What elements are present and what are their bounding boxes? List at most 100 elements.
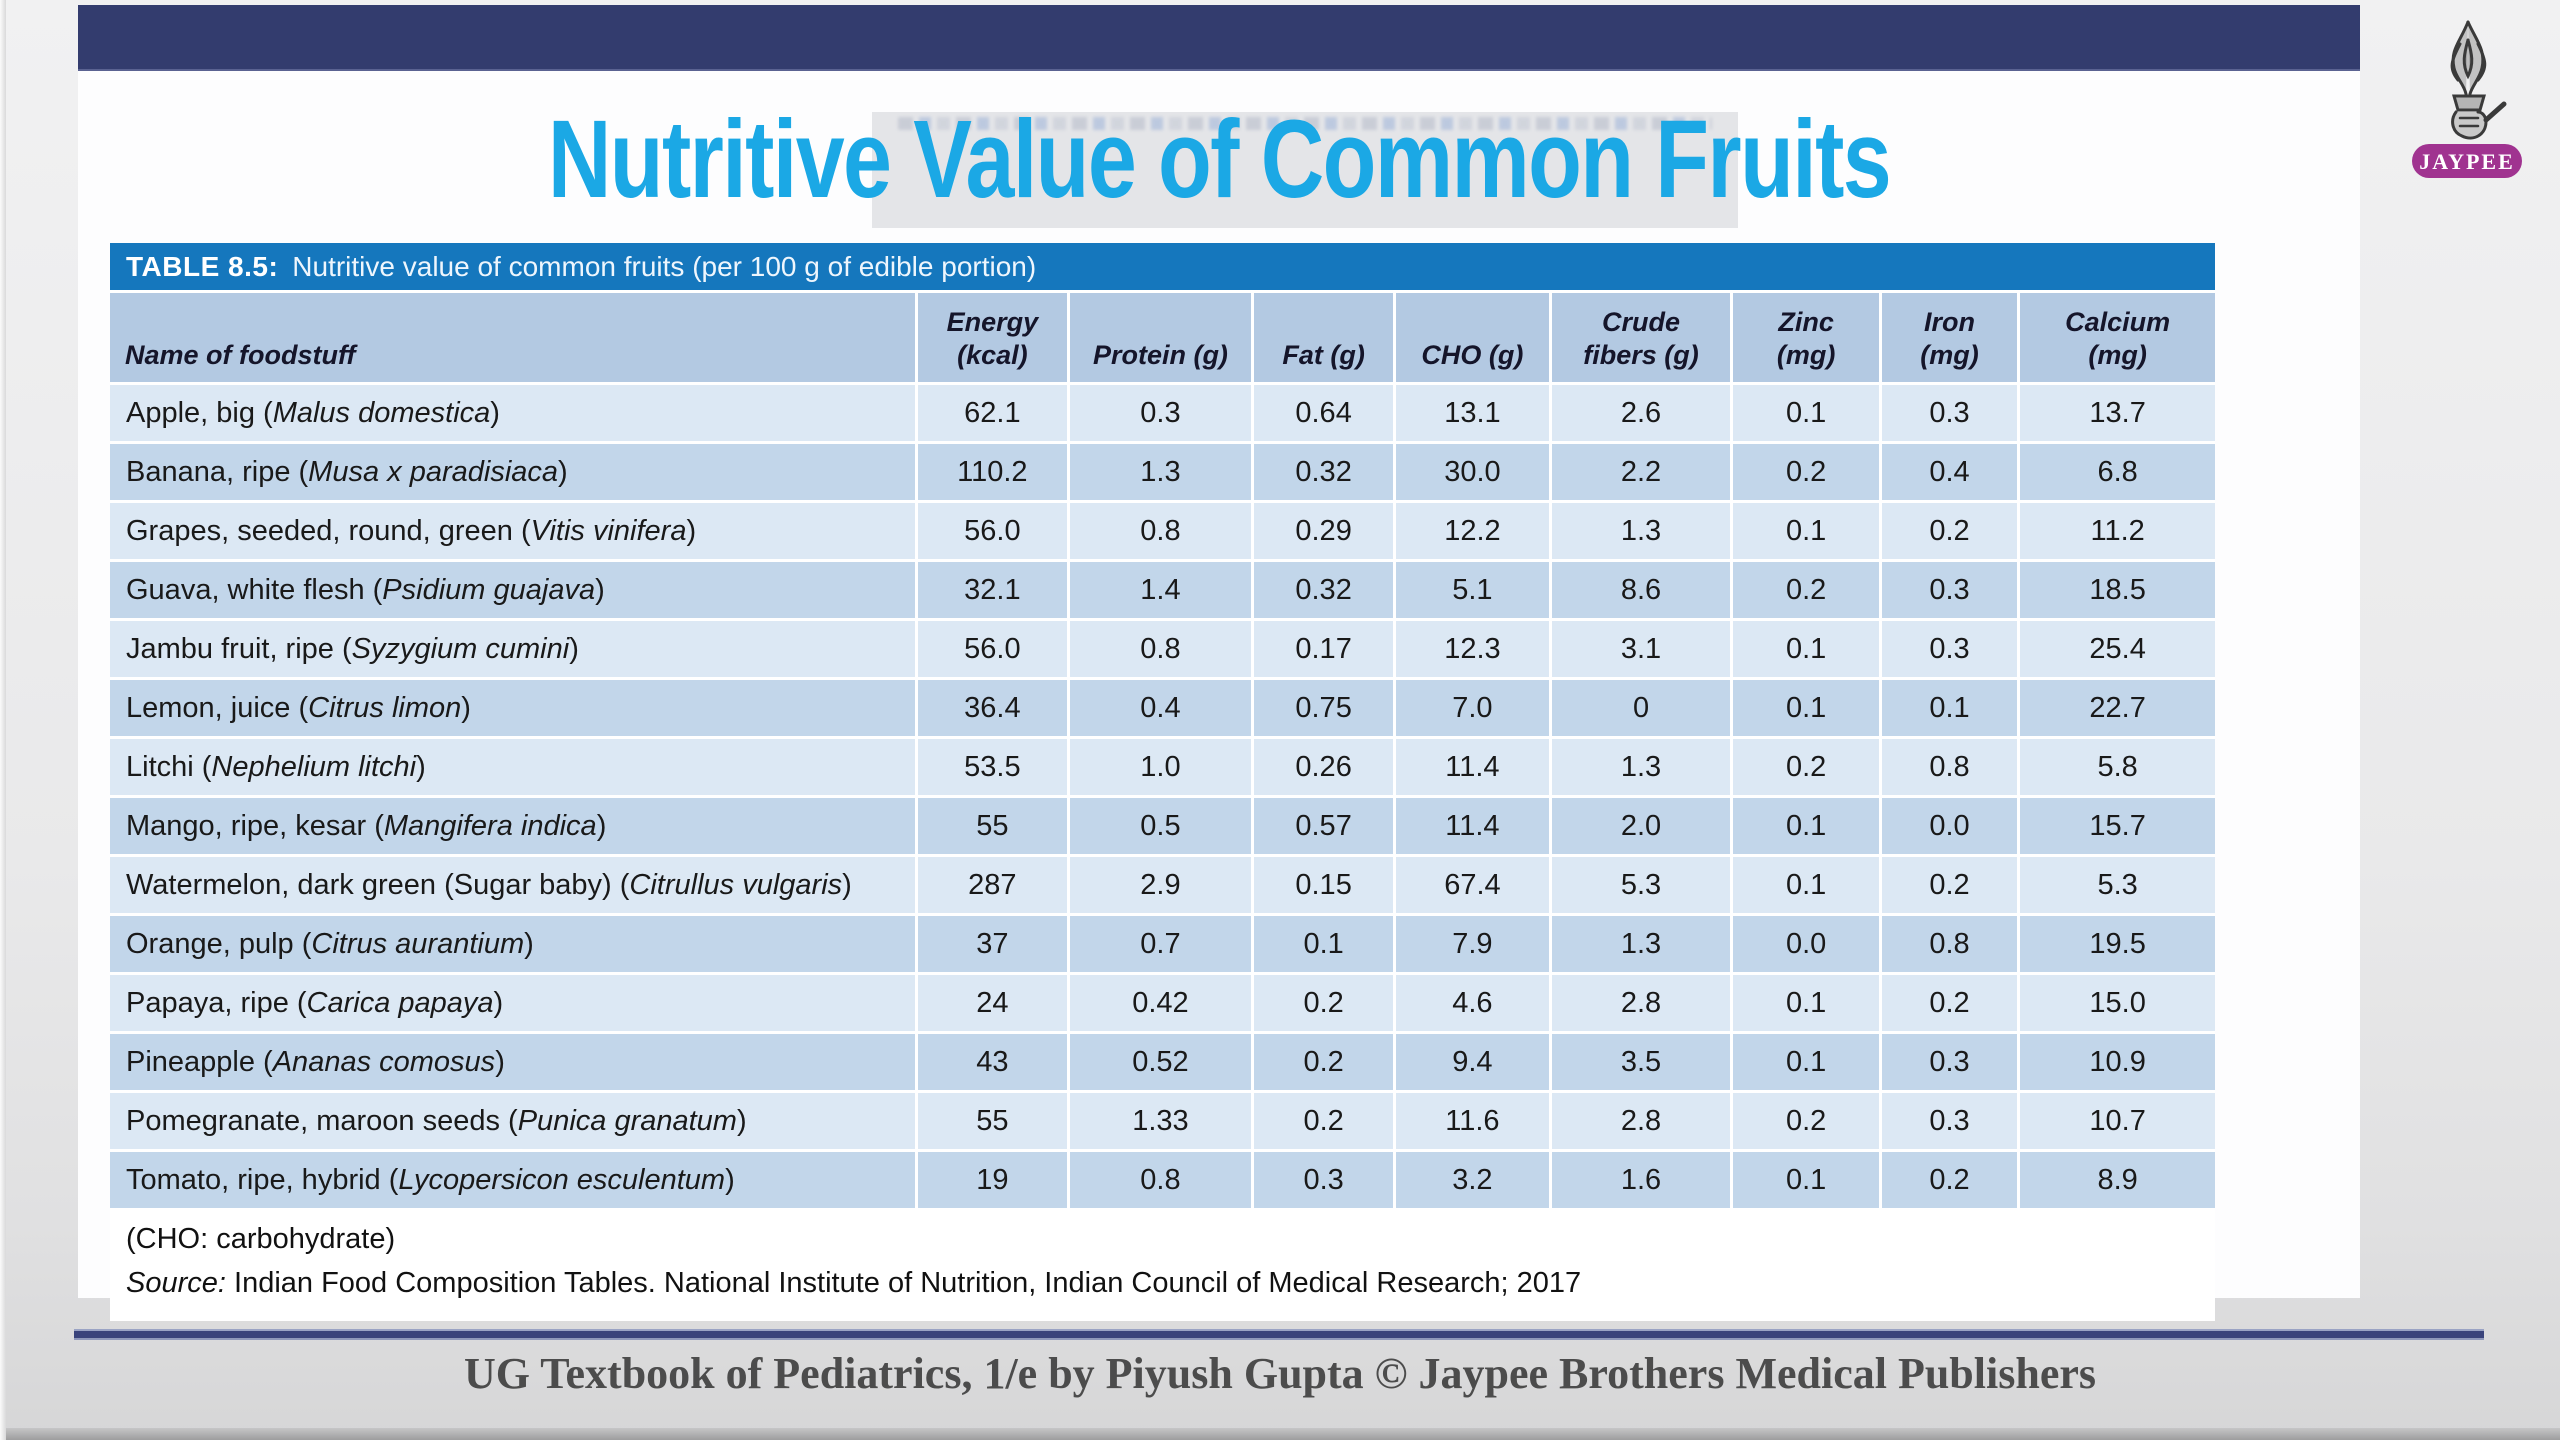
- nutrient-value: 56.0: [917, 503, 1067, 559]
- nutrient-value: 0.4: [1881, 444, 2018, 500]
- column-header-name: Name of foodstuff: [110, 293, 915, 382]
- table-row: Banana, ripe (Musa x paradisiaca) 110.2 1.…: [110, 444, 2215, 500]
- nutrient-value: 0.3: [1253, 1152, 1394, 1208]
- column-header: Zinc (mg): [1733, 293, 1879, 382]
- nutrient-value: 0.2: [1733, 739, 1879, 795]
- table-row: Jambu fruit, ripe (Syzygium cumini) 56.0 0…: [110, 621, 2215, 677]
- nutrient-value: 37: [917, 916, 1067, 972]
- foodstuff-name: Banana, ripe (Musa x paradisiaca): [110, 444, 915, 500]
- nutrient-value: 0.2: [1733, 562, 1879, 618]
- nutrition-table: TABLE 8.5: Nutritive value of common fru…: [110, 243, 2215, 1321]
- source-label: Source:: [126, 1266, 226, 1299]
- nutrient-value: 0.32: [1253, 562, 1394, 618]
- foodstuff-name: Papaya, ripe (Carica papaya): [110, 975, 915, 1031]
- nutrient-value: 0.8: [1881, 739, 2018, 795]
- nutrient-value: 1.6: [1551, 1152, 1731, 1208]
- nutrient-value: 110.2: [917, 444, 1067, 500]
- nutrient-value: 8.6: [1551, 562, 1731, 618]
- nutrient-value: 18.5: [2020, 562, 2215, 618]
- table-row: Lemon, juice (Citrus limon) 36.4 0.4 0.75 7.…: [110, 680, 2215, 736]
- nutrient-value: 0.3: [1881, 1034, 2018, 1090]
- nutrient-value: 0.7: [1069, 916, 1251, 972]
- nutrient-value: 0.8: [1069, 1152, 1251, 1208]
- nutrient-value: 1.4: [1069, 562, 1251, 618]
- nutrient-value: 22.7: [2020, 680, 2215, 736]
- nutrient-value: 5.3: [2020, 857, 2215, 913]
- nutrient-value: 1.3: [1551, 739, 1731, 795]
- foodstuff-name: Mango, ripe, kesar (Mangifera indica): [110, 798, 915, 854]
- nutrient-value: 0.2: [1733, 1093, 1879, 1149]
- divider-line: [74, 1329, 2484, 1340]
- nutrient-value: 30.0: [1396, 444, 1549, 500]
- nutrient-value: 55: [917, 798, 1067, 854]
- nutrient-value: 2.8: [1551, 1093, 1731, 1149]
- nutrient-value: 0.1: [1733, 857, 1879, 913]
- nutrient-value: 12.2: [1396, 503, 1549, 559]
- nutrient-value: 0: [1551, 680, 1731, 736]
- nutrient-value: 10.9: [2020, 1034, 2215, 1090]
- nutrient-value: 15.0: [2020, 975, 2215, 1031]
- table-caption-prefix: TABLE 8.5:: [126, 250, 279, 282]
- nutrient-value: 0.1: [1733, 503, 1879, 559]
- nutrient-value: 5.3: [1551, 857, 1731, 913]
- nutrient-value: 0.1: [1733, 798, 1879, 854]
- nutrient-value: 0.1: [1733, 385, 1879, 441]
- nutrient-value: 1.3: [1069, 444, 1251, 500]
- table-row: Apple, big (Malus domestica) 62.1 0.3 0.64 1…: [110, 385, 2215, 441]
- nutrient-value: 25.4: [2020, 621, 2215, 677]
- nutrient-value: 3.5: [1551, 1034, 1731, 1090]
- jaypee-logo-icon: JAYPEE: [2412, 20, 2522, 178]
- nutrient-value: 4.6: [1396, 975, 1549, 1031]
- nutrient-value: 8.9: [2020, 1152, 2215, 1208]
- table-row: Orange, pulp (Citrus aurantium) 37 0.7 0.1 7…: [110, 916, 2215, 972]
- foodstuff-name: Litchi (Nephelium litchi): [110, 739, 915, 795]
- nutrient-value: 0.42: [1069, 975, 1251, 1031]
- nutrient-value: 15.7: [2020, 798, 2215, 854]
- foodstuff-name: Apple, big (Malus domestica): [110, 385, 915, 441]
- table-caption-text: Nutritive value of common fruits (per 10…: [292, 250, 1037, 282]
- nutrient-value: 12.3: [1396, 621, 1549, 677]
- nutrient-value: 0.8: [1069, 621, 1251, 677]
- nutrient-value: 5.1: [1396, 562, 1549, 618]
- nutrient-value: 0.3: [1881, 621, 2018, 677]
- nutrient-value: 36.4: [917, 680, 1067, 736]
- foodstuff-name: Guava, white flesh (Psidium guajava): [110, 562, 915, 618]
- title-highlight-box: [872, 112, 1738, 228]
- nutrient-value: 11.4: [1396, 739, 1549, 795]
- nutrient-value: 0.2: [1253, 1034, 1394, 1090]
- nutrient-value: 0.3: [1881, 385, 2018, 441]
- foodstuff-name: Lemon, juice (Citrus limon): [110, 680, 915, 736]
- nutrient-value: 0.52: [1069, 1034, 1251, 1090]
- nutrient-value: 0.17: [1253, 621, 1394, 677]
- foodstuff-name: Jambu fruit, ripe (Syzygium cumini): [110, 621, 915, 677]
- nutrient-value: 0.4: [1069, 680, 1251, 736]
- nutrient-value: 32.1: [917, 562, 1067, 618]
- nutrient-value: 0.32: [1253, 444, 1394, 500]
- nutrient-value: 0.57: [1253, 798, 1394, 854]
- nutrient-value: 0.0: [1881, 798, 2018, 854]
- nutrient-value: 19.5: [2020, 916, 2215, 972]
- nutrient-value: 0.75: [1253, 680, 1394, 736]
- nutrient-value: 1.3: [1551, 916, 1731, 972]
- table-row: Papaya, ripe (Carica papaya) 24 0.42 0.2 4.6…: [110, 975, 2215, 1031]
- nutrient-value: 287: [917, 857, 1067, 913]
- nutrient-value: 5.8: [2020, 739, 2215, 795]
- foodstuff-name: Grapes, seeded, round, green (Vitis vini…: [110, 503, 915, 559]
- column-header: CHO (g): [1396, 293, 1549, 382]
- column-header: Protein (g): [1069, 293, 1251, 382]
- nutrient-value: 0.1: [1881, 680, 2018, 736]
- nutrient-value: 56.0: [917, 621, 1067, 677]
- bottom-edge-strip: [0, 1428, 2560, 1440]
- column-header: Energy (kcal): [917, 293, 1067, 382]
- nutrient-value: 11.4: [1396, 798, 1549, 854]
- nutrient-value: 19: [917, 1152, 1067, 1208]
- nutrient-value: 1.3: [1551, 503, 1731, 559]
- nutrient-value: 7.9: [1396, 916, 1549, 972]
- nutrient-value: 0.1: [1733, 1034, 1879, 1090]
- table-row: Pineapple (Ananas comosus) 43 0.52 0.2 9.4 3.…: [110, 1034, 2215, 1090]
- nutrient-value: 3.2: [1396, 1152, 1549, 1208]
- nutrient-value: 0.1: [1733, 680, 1879, 736]
- foodstuff-name: Orange, pulp (Citrus aurantium): [110, 916, 915, 972]
- left-edge-strip: [0, 0, 6, 1440]
- table-row: Grapes, seeded, round, green (Vitis vini…: [110, 503, 2215, 559]
